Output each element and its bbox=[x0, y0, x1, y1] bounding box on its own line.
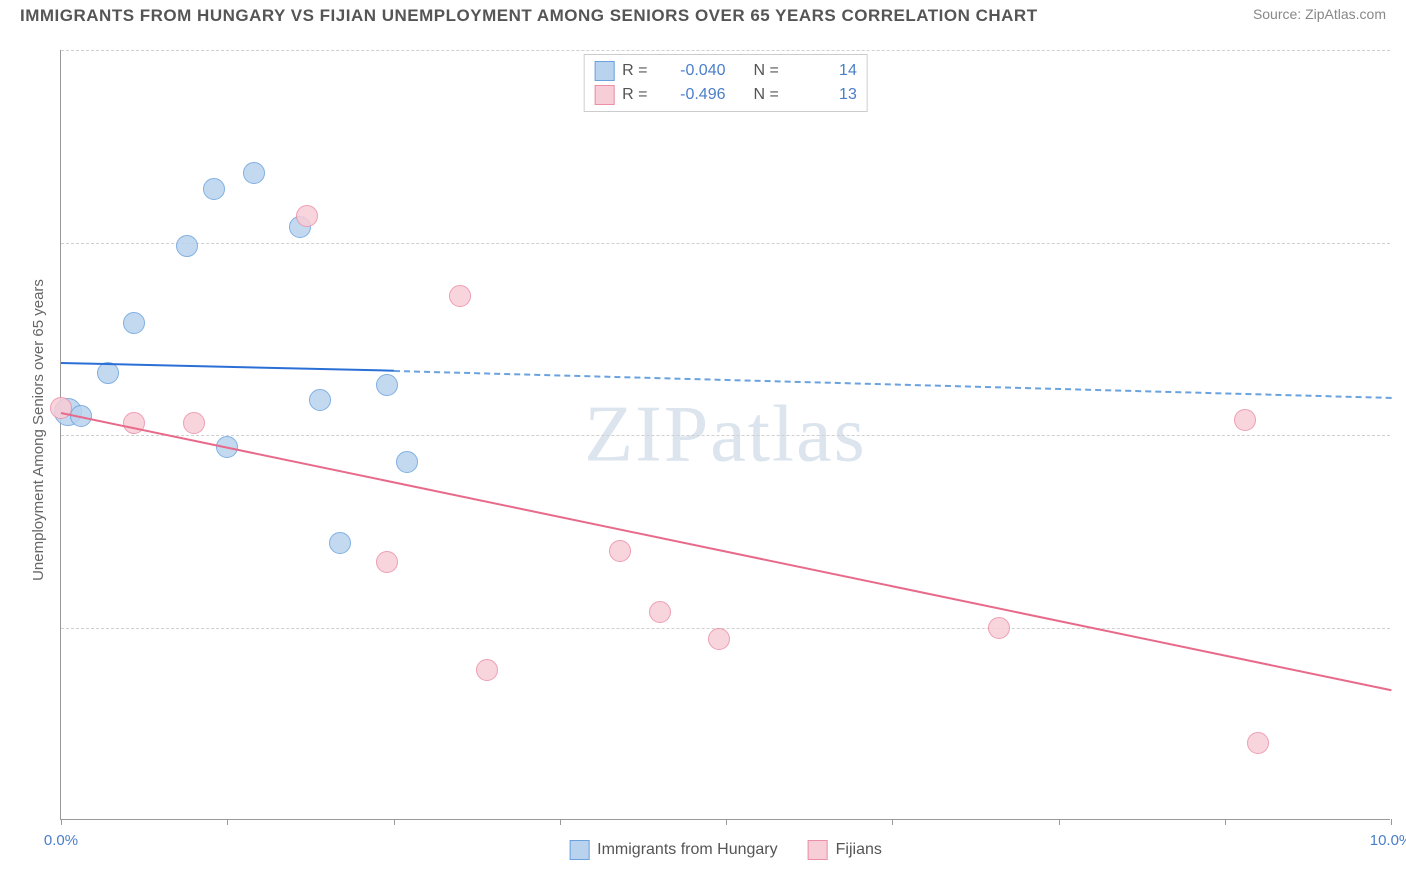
scatter-point bbox=[649, 601, 671, 623]
x-tick bbox=[1059, 819, 1060, 825]
r-label: R = bbox=[622, 62, 647, 80]
scatter-point bbox=[1234, 409, 1256, 431]
y-tick-label: 7.5% bbox=[1400, 252, 1406, 269]
n-value: 13 bbox=[787, 86, 857, 104]
scatter-point bbox=[396, 451, 418, 473]
scatter-point bbox=[123, 412, 145, 434]
stats-legend: R = -0.040 N = 14 R = -0.496 N = 13 bbox=[583, 54, 868, 112]
x-tick bbox=[227, 819, 228, 825]
gridline bbox=[61, 628, 1390, 629]
legend-swatch bbox=[594, 61, 614, 81]
scatter-point bbox=[296, 205, 318, 227]
x-tick bbox=[1225, 819, 1226, 825]
x-tick bbox=[560, 819, 561, 825]
source-label: Source: ZipAtlas.com bbox=[1253, 6, 1386, 22]
legend-label: Fijians bbox=[836, 841, 882, 859]
y-tick-label: 2.5% bbox=[1400, 637, 1406, 654]
legend-item: Fijians bbox=[808, 840, 882, 860]
legend-item: Immigrants from Hungary bbox=[569, 840, 778, 860]
scatter-point bbox=[97, 362, 119, 384]
r-value: -0.040 bbox=[656, 62, 726, 80]
n-label: N = bbox=[754, 86, 779, 104]
x-tick bbox=[1391, 819, 1392, 825]
gridline bbox=[61, 435, 1390, 436]
scatter-point bbox=[449, 285, 471, 307]
scatter-point bbox=[203, 178, 225, 200]
x-tick-label: 0.0% bbox=[44, 832, 78, 849]
legend-label: Immigrants from Hungary bbox=[597, 841, 778, 859]
scatter-point bbox=[309, 389, 331, 411]
x-tick-label: 10.0% bbox=[1370, 832, 1406, 849]
y-tick-label: 10.0% bbox=[1400, 60, 1406, 77]
scatter-point bbox=[176, 235, 198, 257]
scatter-point bbox=[243, 162, 265, 184]
scatter-point bbox=[329, 532, 351, 554]
x-tick bbox=[61, 819, 62, 825]
n-label: N = bbox=[754, 62, 779, 80]
trend-line bbox=[61, 412, 1391, 691]
y-axis-title: Unemployment Among Seniors over 65 years bbox=[30, 279, 47, 581]
scatter-point bbox=[376, 374, 398, 396]
r-value: -0.496 bbox=[656, 86, 726, 104]
legend-swatch bbox=[594, 85, 614, 105]
r-label: R = bbox=[622, 86, 647, 104]
x-tick bbox=[394, 819, 395, 825]
chart-area: ZIPatlas 2.5%5.0%7.5%10.0%0.0%10.0%R =-0… bbox=[60, 50, 1390, 820]
scatter-point bbox=[708, 628, 730, 650]
trend-line bbox=[393, 370, 1391, 399]
scatter-point bbox=[1247, 732, 1269, 754]
y-tick-label: 5.0% bbox=[1400, 445, 1406, 462]
scatter-point bbox=[376, 551, 398, 573]
x-tick bbox=[892, 819, 893, 825]
stats-row: R = -0.496 N = 13 bbox=[594, 83, 857, 107]
scatter-point bbox=[609, 540, 631, 562]
legend-swatch bbox=[569, 840, 589, 860]
legend-swatch bbox=[808, 840, 828, 860]
x-tick bbox=[726, 819, 727, 825]
chart-title: IMMIGRANTS FROM HUNGARY VS FIJIAN UNEMPL… bbox=[20, 6, 1038, 26]
plot: ZIPatlas 2.5%5.0%7.5%10.0%0.0%10.0%R =-0… bbox=[60, 50, 1390, 820]
n-value: 14 bbox=[787, 62, 857, 80]
stats-row: R = -0.040 N = 14 bbox=[594, 59, 857, 83]
scatter-point bbox=[183, 412, 205, 434]
scatter-point bbox=[123, 312, 145, 334]
scatter-point bbox=[476, 659, 498, 681]
gridline bbox=[61, 243, 1390, 244]
gridline bbox=[61, 50, 1390, 51]
series-legend: Immigrants from Hungary Fijians bbox=[569, 840, 882, 860]
scatter-point bbox=[988, 617, 1010, 639]
